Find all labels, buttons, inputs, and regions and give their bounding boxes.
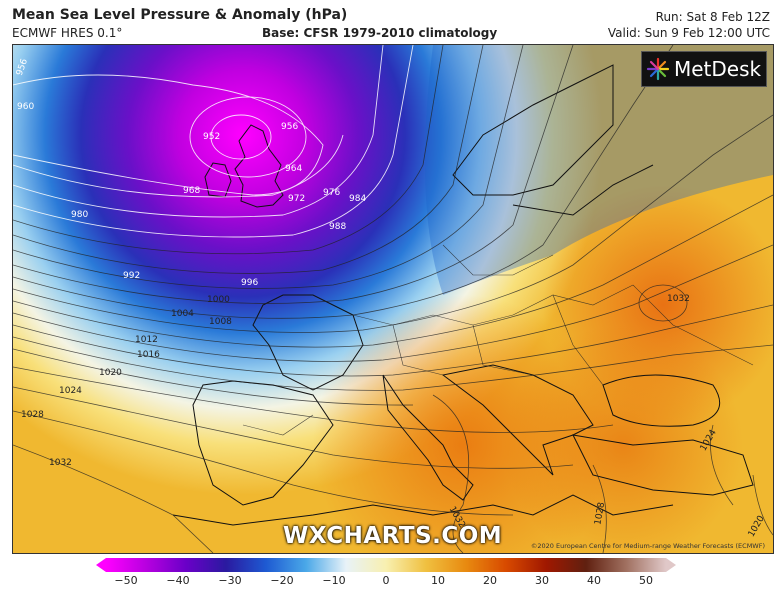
isobar-992 <box>13 45 674 319</box>
coast-north-africa <box>172 494 674 526</box>
isobar-996 <box>13 114 773 333</box>
colorbar-tick-label: 40 <box>587 574 601 587</box>
isobar-label: 1008 <box>209 317 232 327</box>
model-label: ECMWF HRES 0.1° <box>12 26 123 40</box>
colorbar-min-arrow <box>96 558 106 572</box>
map-title: Mean Sea Level Pressure & Anomaly (hPa) <box>12 7 348 23</box>
isobar-label: 1020 <box>99 368 122 378</box>
run-time-label: Run: Sat 8 Feb 12Z <box>655 10 770 24</box>
metdesk-logo: MetDesk <box>641 51 767 87</box>
pressure-anomaly-map: 956 960 952 956 964 968 972 976 980 984 … <box>12 44 774 554</box>
colorbar-tick-label: 20 <box>483 574 497 587</box>
isobar-1004 <box>13 244 773 362</box>
isobar-label: 1012 <box>135 335 158 345</box>
isobar-1032-east-europe <box>638 284 688 322</box>
border-segment <box>552 294 604 386</box>
isobar-label: 964 <box>285 164 302 174</box>
colorbar-tick-label: −10 <box>322 574 346 587</box>
coast-turkey <box>572 434 754 496</box>
country-borders <box>242 244 754 436</box>
border-segment <box>512 284 634 316</box>
isobar-label: 972 <box>288 194 305 204</box>
isobar-label: 1028 <box>21 410 44 420</box>
isobar-label: 1028 <box>593 501 607 526</box>
anomaly-band-northeast <box>425 45 773 295</box>
isobar-1032-italy <box>432 394 470 553</box>
border-segment <box>632 284 754 366</box>
anomaly-colorbar <box>96 558 676 572</box>
isobar-label: 956 <box>281 122 298 132</box>
isobar-1020 <box>13 366 614 433</box>
isobar-label: 980 <box>71 210 88 220</box>
isobar-1028-aegean <box>592 464 607 553</box>
isobar-952 <box>210 114 272 160</box>
isobar-956 <box>189 96 307 178</box>
wxcharts-watermark: WXCHARTS.COM <box>283 523 503 549</box>
isobar-label: 1032 <box>49 458 72 468</box>
isobar-988 <box>13 45 574 304</box>
colorbar-tick-label: 30 <box>535 574 549 587</box>
metdesk-starburst-icon <box>646 57 670 81</box>
isobar-label: 1004 <box>171 309 194 319</box>
colorbar-max-arrow <box>666 558 676 572</box>
isobar-1032-west <box>13 444 214 553</box>
coast-italy <box>382 374 474 501</box>
isobars <box>13 45 414 238</box>
isobar-1024 <box>13 386 574 469</box>
border-segment <box>242 414 314 436</box>
isobar-960 <box>13 74 324 196</box>
coast-balkans <box>441 364 594 476</box>
isobar-972 <box>13 45 414 238</box>
colorbar-gradient <box>106 558 666 572</box>
climatology-base-label: Base: CFSR 1979-2010 climatology <box>262 26 498 40</box>
isobars-dark <box>13 45 773 553</box>
isobar-label: 960 <box>17 102 34 112</box>
border-segment <box>392 324 444 376</box>
isobar-label: 1000 <box>207 295 230 305</box>
isobar-label: 1032 <box>667 294 690 304</box>
valid-time-label: Valid: Sun 9 Feb 12:00 UTC <box>607 26 770 40</box>
colorbar-tick-label: 10 <box>431 574 445 587</box>
isobar-1020-east <box>752 474 773 536</box>
coast-france <box>252 294 364 391</box>
isobar-label: 1016 <box>137 350 160 360</box>
isobar-984 <box>13 45 524 289</box>
isobar-976 <box>13 45 444 255</box>
colorbar-tick-label: 0 <box>382 574 390 587</box>
border-segment <box>442 244 554 276</box>
isobar-label: 976 <box>323 188 340 198</box>
isobar-1024-turkey <box>710 424 734 506</box>
coast-scandinavia <box>452 64 614 196</box>
coast-black-sea <box>602 374 721 427</box>
colorbar-tick-label: −30 <box>218 574 242 587</box>
isobar-1008 <box>13 304 773 377</box>
isobar-label: 984 <box>349 194 366 204</box>
isobar-980 <box>13 45 484 274</box>
isobar-label: 988 <box>329 222 346 232</box>
border-segment <box>472 324 534 376</box>
isobar-1028 <box>13 410 514 516</box>
colorbar-tick-label: 50 <box>639 574 653 587</box>
isobar-label: 968 <box>183 186 200 196</box>
isobar-labels: 956 960 952 956 964 968 972 976 980 984 … <box>15 57 767 539</box>
isobar-label: 996 <box>241 278 258 288</box>
metdesk-logo-text: MetDesk <box>674 57 762 81</box>
border-segment <box>352 314 514 326</box>
colorbar-tick-label: −50 <box>114 574 138 587</box>
isobar-968 <box>13 45 384 218</box>
coast-baltic <box>512 164 654 216</box>
isobar-1000 <box>13 194 773 348</box>
ecmwf-copyright: ©2020 European Centre for Medium-range W… <box>530 542 765 550</box>
isobar-label: 952 <box>203 132 220 142</box>
colorbar-tick-label: −40 <box>166 574 190 587</box>
colorbar-tick-label: −20 <box>270 574 294 587</box>
isobar-964 <box>13 134 344 198</box>
isobar-1012 <box>13 336 773 391</box>
isobar-label: 1024 <box>59 386 82 396</box>
isobar-1016 <box>13 348 414 406</box>
isobar-label: 992 <box>123 271 140 281</box>
